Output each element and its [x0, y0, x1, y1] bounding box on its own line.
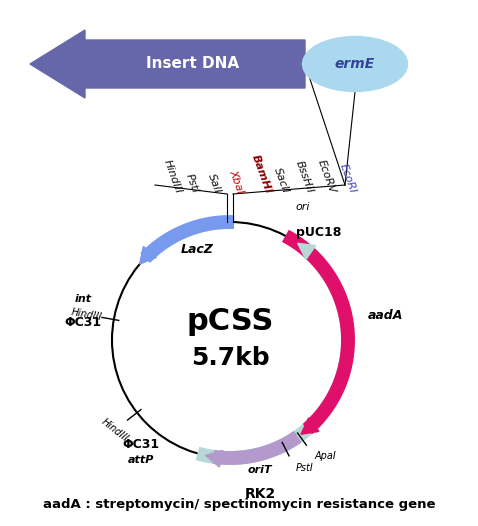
- Text: aadA : streptomycin/ spectinomycin resistance gene: aadA : streptomycin/ spectinomycin resis…: [43, 498, 435, 511]
- Text: XbaI: XbaI: [228, 168, 246, 195]
- Text: pUC18: pUC18: [296, 226, 341, 239]
- Polygon shape: [140, 246, 156, 264]
- Text: ori: ori: [296, 202, 310, 212]
- Text: ApaI: ApaI: [315, 451, 337, 461]
- Text: int: int: [75, 294, 92, 304]
- Text: EcoRI: EcoRI: [338, 163, 358, 195]
- Text: ermE: ermE: [335, 57, 375, 71]
- Text: PstI: PstI: [295, 463, 313, 473]
- Text: attP: attP: [128, 456, 154, 466]
- Text: ΦC31: ΦC31: [123, 439, 160, 451]
- Polygon shape: [301, 418, 319, 434]
- Text: Insert DNA: Insert DNA: [146, 56, 239, 72]
- Text: HindIII: HindIII: [99, 417, 130, 443]
- Text: PstI: PstI: [184, 173, 200, 195]
- Text: HindIII: HindIII: [70, 307, 102, 322]
- Text: BamHI: BamHI: [250, 153, 273, 195]
- Text: ΦC31: ΦC31: [65, 316, 102, 329]
- Text: HindIII: HindIII: [162, 158, 184, 195]
- Text: RK2: RK2: [245, 487, 276, 501]
- Text: SalI: SalI: [206, 173, 222, 195]
- Polygon shape: [30, 30, 305, 98]
- Ellipse shape: [303, 36, 408, 92]
- Text: 5.7kb: 5.7kb: [191, 346, 269, 370]
- Text: oriT: oriT: [248, 465, 272, 475]
- Text: LacZ: LacZ: [181, 244, 214, 256]
- Text: aadA: aadA: [368, 309, 403, 322]
- Text: BssHII: BssHII: [294, 159, 315, 195]
- Text: EcoRV: EcoRV: [316, 158, 337, 195]
- Text: pCSS: pCSS: [186, 308, 274, 337]
- Polygon shape: [298, 244, 315, 259]
- Polygon shape: [206, 450, 223, 467]
- Text: SacII: SacII: [272, 167, 291, 195]
